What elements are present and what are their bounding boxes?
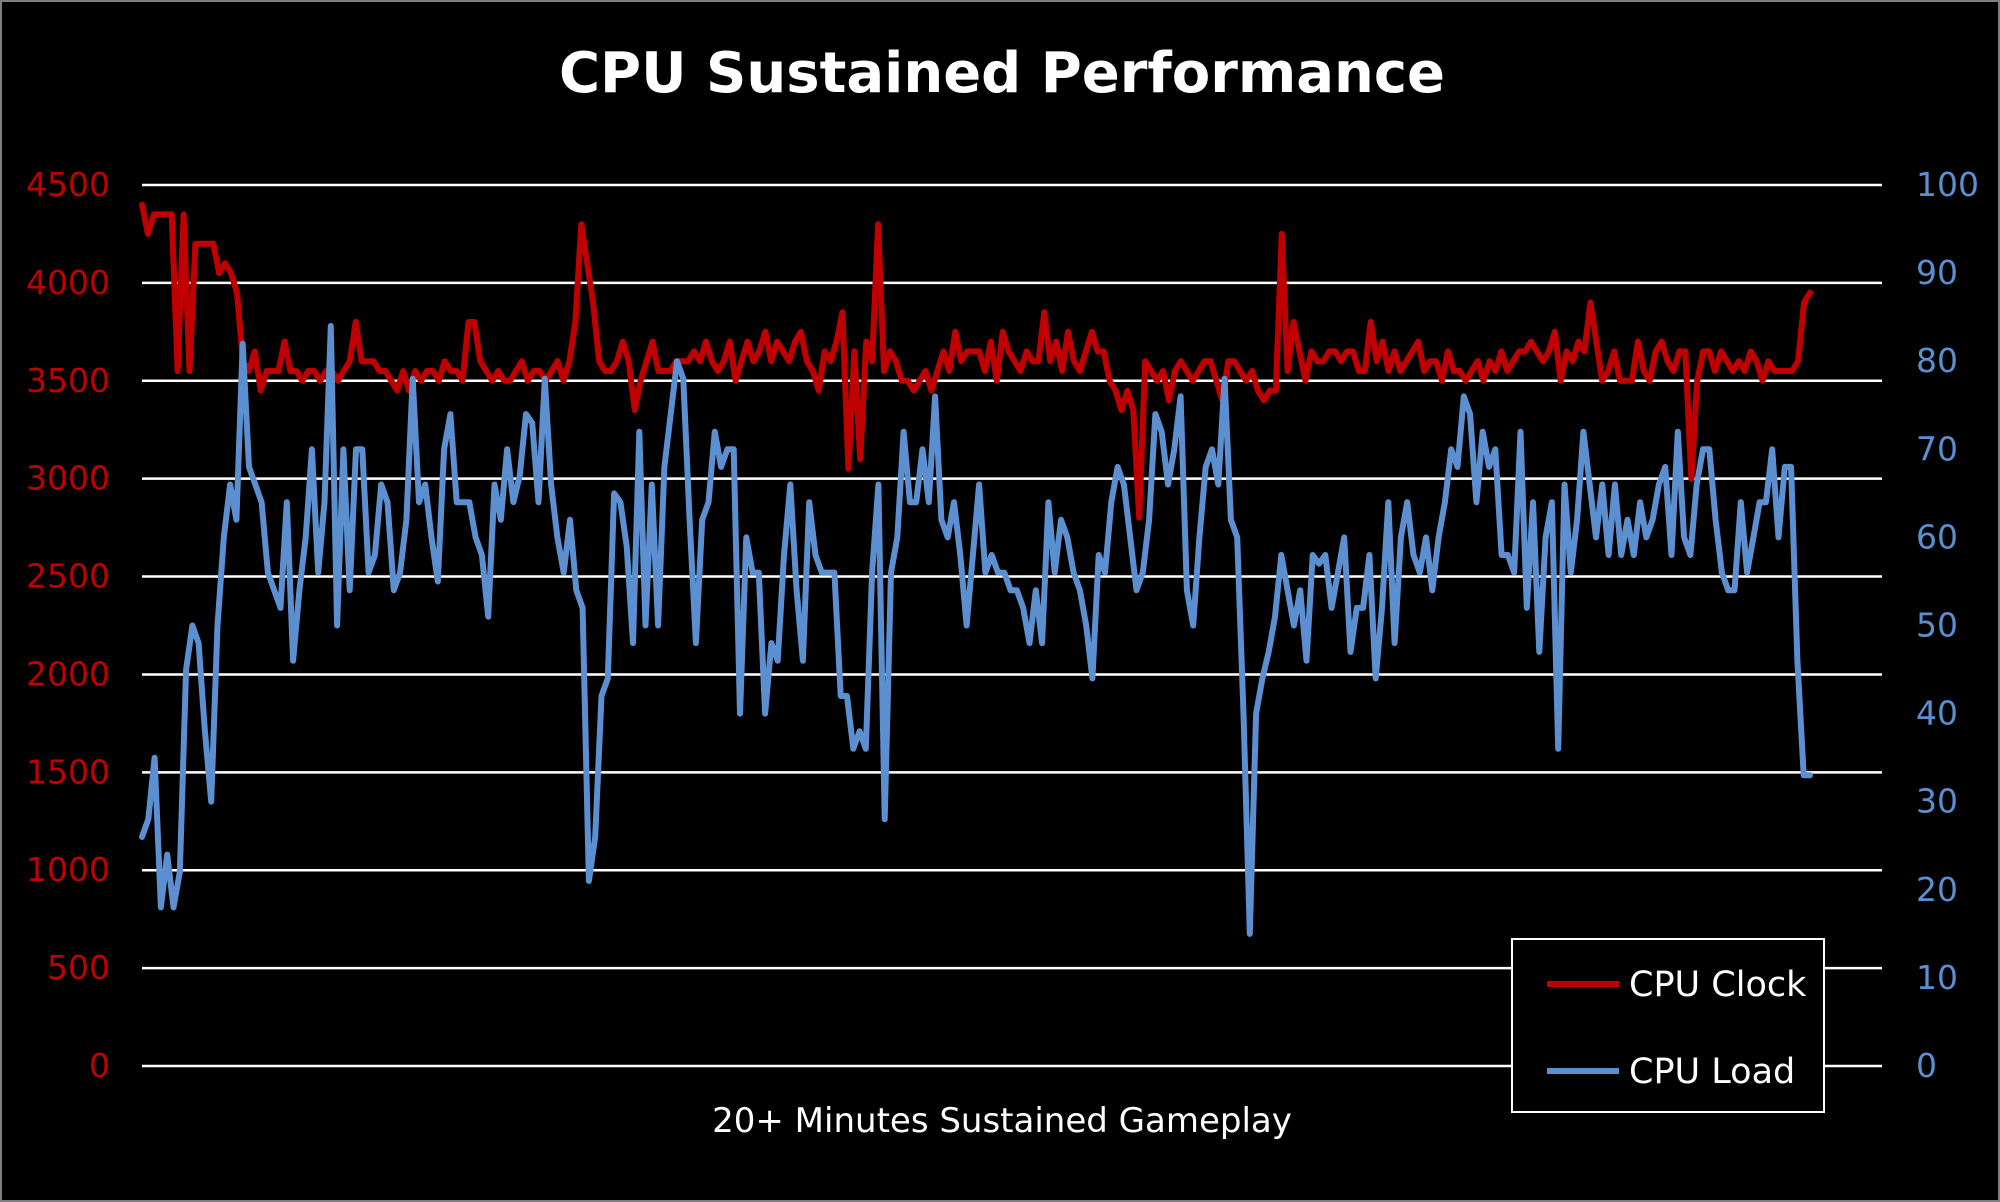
- left-tick-label: 3500: [26, 361, 110, 400]
- series-line-cpu-load: [139, 323, 1813, 937]
- right-tick-label: 50: [1916, 606, 1958, 645]
- chart-title: CPU Sustained Performance: [559, 41, 1445, 106]
- right-tick-label: 90: [1916, 253, 1958, 292]
- gridlines: [142, 183, 1882, 1068]
- left-tick-label: 2500: [26, 557, 110, 596]
- series-line-cpu-clock: [139, 201, 1813, 521]
- legend-label-cpu-load: CPU Load: [1629, 1052, 1795, 1092]
- right-axis-ticks: 0 10 20 30 40 50 60 70 80 90 100: [1916, 165, 1979, 1085]
- left-tick-label: 1000: [26, 850, 110, 889]
- left-tick-label: 3000: [26, 459, 110, 498]
- legend: CPU Clock CPU Load: [1511, 938, 1825, 1113]
- left-tick-label: 500: [47, 948, 110, 987]
- right-tick-label: 10: [1916, 958, 1958, 997]
- right-tick-label: 60: [1916, 517, 1958, 556]
- right-tick-label: 70: [1916, 429, 1958, 468]
- right-tick-label: 30: [1916, 782, 1958, 821]
- left-tick-label: 0: [89, 1046, 110, 1085]
- right-tick-label: 0: [1916, 1046, 1937, 1085]
- left-tick-label: 4500: [26, 165, 110, 204]
- left-tick-label: 1500: [26, 752, 110, 791]
- series-lines: [139, 201, 1813, 937]
- legend-label-cpu-clock: CPU Clock: [1629, 965, 1807, 1005]
- left-axis-ticks: 0 500 1000 1500 2000 2500 3000 3500 4000 4500: [26, 165, 110, 1085]
- right-tick-label: 40: [1916, 694, 1958, 733]
- left-tick-label: 4000: [26, 263, 110, 302]
- legend-box: [1511, 938, 1825, 1113]
- right-tick-label: 20: [1916, 870, 1958, 909]
- left-tick-label: 2000: [26, 654, 110, 693]
- right-tick-label: 80: [1916, 341, 1958, 380]
- x-axis-label: 20+ Minutes Sustained Gameplay: [712, 1101, 1292, 1141]
- right-tick-label: 100: [1916, 165, 1979, 204]
